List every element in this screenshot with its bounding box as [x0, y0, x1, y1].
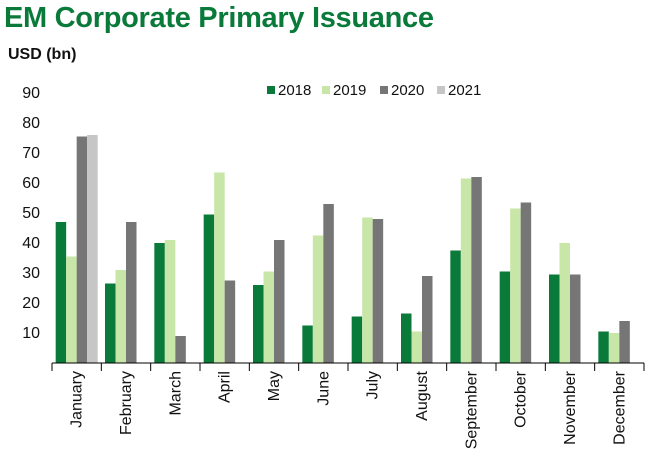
legend-label-2020: 2020 — [391, 82, 424, 99]
bar-2018-october — [499, 271, 511, 363]
legend-label-2018: 2018 — [278, 82, 311, 99]
x-tick-label-august: August — [414, 370, 431, 420]
y-tick-label: 20 — [22, 295, 40, 312]
bar-2019-april — [214, 172, 225, 363]
bar-2020-august — [422, 276, 433, 363]
bar-2018-november — [549, 274, 560, 363]
bar-2019-march — [164, 240, 176, 363]
x-tick-label-february: February — [118, 371, 135, 435]
bar-2019-july — [362, 217, 373, 363]
y-tick-label: 90 — [22, 85, 40, 102]
bar-2018-april — [203, 214, 215, 363]
bar-2019-december — [608, 333, 620, 363]
y-tick-label: 60 — [22, 175, 40, 192]
bar-2020-november — [570, 274, 581, 363]
bar-2018-january — [55, 222, 67, 363]
bar-2018-september — [450, 250, 461, 363]
bar-2019-september — [460, 178, 472, 363]
y-tick-label: 50 — [22, 205, 40, 222]
y-tick-label: 30 — [22, 265, 40, 282]
x-tick-label-april: April — [217, 371, 234, 403]
legend-swatch-2021 — [437, 86, 445, 94]
bar-2018-july — [351, 316, 363, 363]
x-tick-label-may: May — [266, 371, 283, 401]
x-tick-label-march: March — [167, 371, 184, 415]
bar-2018-february — [105, 283, 116, 363]
chart-title: EM Corporate Primary Issuance — [4, 2, 434, 34]
bar-2020-april — [224, 280, 236, 363]
legend-label-2019: 2019 — [333, 82, 366, 99]
legend-swatch-2019 — [322, 86, 330, 94]
bar-2019-january — [66, 256, 77, 363]
bar-2018-december — [598, 331, 609, 363]
bar-2020-february — [126, 222, 137, 363]
x-tick-label-january: January — [69, 371, 86, 428]
y-tick-label: 70 — [22, 145, 40, 162]
y-tick-label: 10 — [22, 325, 40, 342]
bar-2020-december — [619, 321, 630, 363]
x-tick-label-november: November — [562, 370, 579, 444]
bar-2019-october — [510, 208, 521, 363]
x-tick-label-october: October — [513, 370, 530, 428]
x-tick-label-june: June — [315, 371, 332, 406]
bar-2020-june — [323, 204, 334, 363]
bar-2020-october — [520, 202, 532, 363]
legend-label-2021: 2021 — [448, 82, 481, 99]
bar-2018-march — [154, 243, 165, 363]
legend-swatch-2018 — [267, 86, 275, 94]
bar-2018-may — [253, 285, 264, 363]
x-tick-label-september: September — [463, 370, 480, 449]
bar-2021-january — [87, 135, 98, 363]
x-tick-label-july: July — [365, 371, 382, 399]
y-axis-unit-label: USD (bn) — [8, 46, 77, 63]
bar-2020-may — [274, 240, 285, 363]
legend-swatch-2020 — [380, 86, 388, 94]
x-tick-label-december: December — [611, 370, 628, 444]
bar-2019-november — [559, 243, 570, 363]
bar-2018-august — [401, 313, 412, 363]
y-tick-label: 40 — [22, 235, 40, 252]
bar-2020-july — [372, 219, 384, 363]
bar-2018-june — [302, 325, 313, 363]
bar-2019-february — [115, 270, 126, 363]
bar-2019-august — [411, 331, 422, 363]
bar-2020-september — [471, 177, 482, 363]
bar-2020-january — [76, 136, 88, 363]
bar-2020-march — [175, 336, 186, 363]
bar-2019-may — [263, 271, 274, 363]
y-tick-label: 80 — [22, 115, 40, 132]
bar-2019-june — [312, 235, 324, 363]
